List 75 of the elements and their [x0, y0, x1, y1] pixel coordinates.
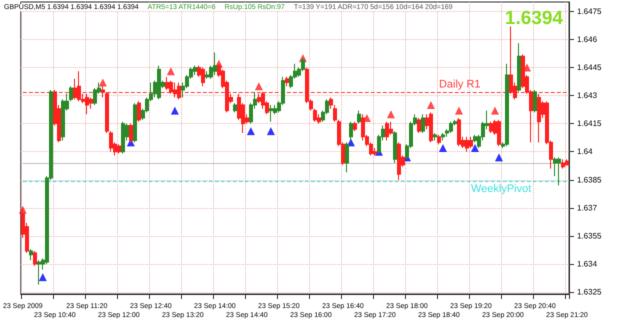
y-tick-label: 1.64 — [577, 147, 594, 156]
candlestick — [137, 100, 141, 122]
point — [170, 106, 179, 115]
ref-line-label: Daily R1 — [438, 78, 481, 90]
y-tick-label: 1.6325 — [577, 288, 602, 297]
candlestick — [233, 102, 237, 113]
y-tick-label: 1.6445 — [577, 63, 602, 72]
candlestick — [133, 102, 137, 143]
candlestick — [85, 93, 89, 115]
candlestick — [345, 142, 349, 173]
point — [386, 110, 395, 118]
candlestick — [357, 110, 361, 124]
candlestick — [157, 65, 161, 100]
candlestick — [517, 42, 521, 92]
y-tick-label: 1.6355 — [577, 231, 602, 240]
candlestick — [505, 63, 509, 147]
y-tick-label: 1.6475 — [577, 6, 602, 16]
point — [246, 127, 255, 136]
candlestick — [77, 70, 81, 102]
candlestick — [173, 82, 177, 98]
candlestick — [457, 118, 461, 147]
candlestick — [165, 76, 169, 90]
annotation: 1.6394 — [504, 8, 563, 30]
candlestick — [269, 104, 273, 122]
candlestick — [201, 67, 205, 87]
candlestick — [421, 114, 425, 134]
candlestick — [437, 134, 441, 145]
y-tick-label: 1.637 — [577, 203, 598, 212]
candlestick — [429, 112, 433, 143]
candlestick — [37, 260, 41, 286]
point — [494, 153, 503, 162]
point — [254, 82, 263, 90]
point — [490, 106, 499, 115]
candlestick — [469, 136, 473, 148]
candlestick — [489, 121, 493, 134]
ref-line-label: WeeklyPivot — [470, 183, 532, 196]
point — [266, 127, 275, 136]
candlestick — [393, 130, 397, 164]
candlestick — [537, 93, 541, 143]
candlestick — [449, 121, 453, 134]
y-tick-label: 1.6415 — [577, 119, 602, 128]
candlestick — [465, 136, 469, 152]
point — [426, 100, 435, 109]
candlestick — [353, 121, 357, 132]
candlestick — [565, 158, 569, 166]
candlestick — [213, 52, 217, 76]
candlestick — [397, 142, 401, 180]
candlestick — [557, 156, 561, 186]
candlestick — [533, 89, 537, 113]
candlestick — [29, 248, 33, 261]
y-tick-label: 1.646 — [577, 34, 598, 44]
candlestick — [33, 250, 37, 266]
y-tick-label: 1.643 — [577, 91, 598, 100]
point — [454, 106, 463, 115]
candlestick — [193, 65, 197, 76]
candlestick — [497, 119, 501, 147]
candlestick — [433, 132, 437, 142]
candlestick — [169, 80, 173, 94]
point — [438, 144, 447, 152]
point — [470, 144, 479, 152]
candlestick — [177, 82, 181, 100]
candlestick — [349, 121, 353, 142]
candlestick — [385, 121, 389, 142]
point — [98, 78, 107, 86]
candlestick — [285, 76, 289, 87]
candlestick — [417, 118, 421, 134]
candlestick — [129, 123, 133, 143]
point — [38, 273, 47, 282]
candlestick — [561, 158, 565, 170]
y-tick-label: 1.634 — [577, 260, 598, 269]
y-tick-label: 1.6385 — [577, 175, 602, 184]
candlestick — [121, 121, 125, 154]
candlestick — [117, 144, 121, 154]
candlestick — [441, 132, 445, 142]
point — [166, 67, 175, 76]
